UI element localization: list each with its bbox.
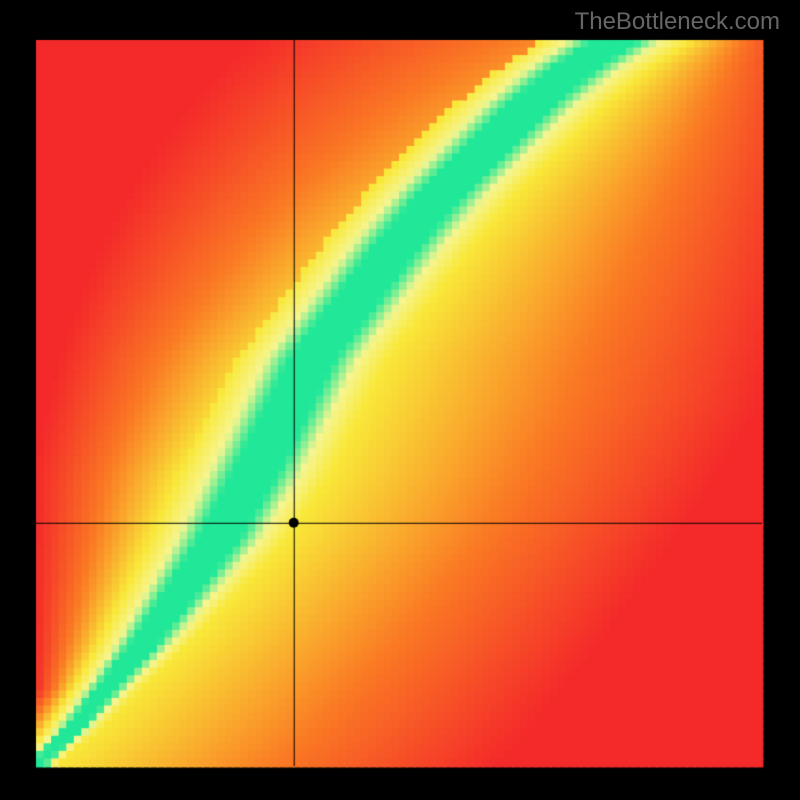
chart-container: TheBottleneck.com [0,0,800,800]
watermark-text: TheBottleneck.com [575,8,780,36]
bottleneck-heatmap [0,0,800,800]
